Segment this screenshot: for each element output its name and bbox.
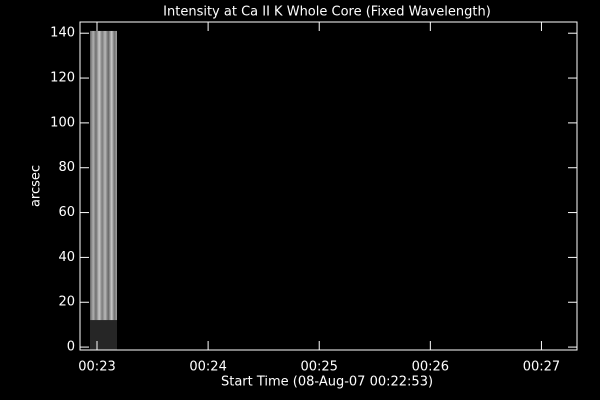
plot-frame xyxy=(79,21,578,351)
y-tick-label: 80 xyxy=(58,160,75,175)
chart-title: Intensity at Ca II K Whole Core (Fixed W… xyxy=(163,5,491,20)
y-tick-label: 40 xyxy=(58,250,75,265)
y-tick-label: 60 xyxy=(58,205,75,220)
x-axis-label: Start Time (08-Aug-07 00:22:53) xyxy=(221,375,433,390)
image-block xyxy=(90,320,117,350)
y-tick-label: 100 xyxy=(50,115,75,130)
y-tick-label: 20 xyxy=(58,295,75,310)
y-tick-label: 140 xyxy=(50,26,75,41)
x-tick-label: 00:24 xyxy=(189,360,226,375)
image-texture xyxy=(90,30,117,321)
y-axis-label: arcsec xyxy=(29,165,44,207)
x-tick-label: 00:26 xyxy=(412,360,449,375)
x-tick-label: 00:27 xyxy=(523,360,560,375)
y-tick-label: 0 xyxy=(67,340,75,355)
x-tick-label: 00:23 xyxy=(78,360,115,375)
x-tick-label: 00:25 xyxy=(300,360,337,375)
y-tick-label: 120 xyxy=(50,71,75,86)
